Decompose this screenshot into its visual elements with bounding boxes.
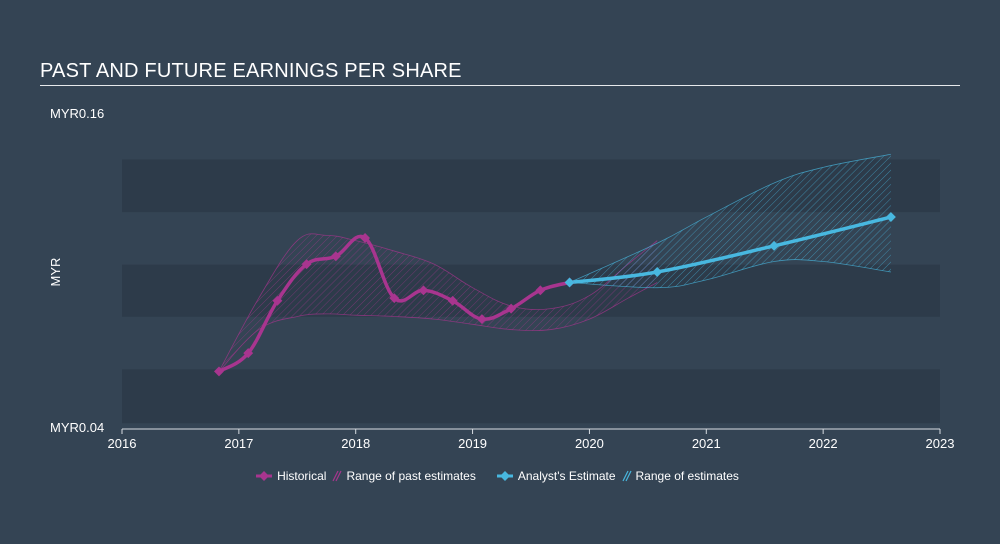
y-axis-title: MYR — [48, 258, 63, 287]
past-range-lower-edge — [218, 282, 658, 372]
legend-analyst[interactable]: Analyst's Estimate — [496, 469, 616, 483]
x-axis-tick-label: 2023 — [926, 436, 955, 451]
legend-past-range-label: Range of past estimates — [346, 469, 476, 483]
x-axis-tick-label: 2018 — [341, 436, 370, 451]
y-axis-bottom-label: MYR0.04 — [50, 420, 104, 435]
analyst-estimate-point — [652, 267, 663, 277]
x-axis-tick-label: 2017 — [224, 436, 253, 451]
historical-point — [272, 295, 283, 306]
legend-future-range[interactable]: Range of estimates — [621, 469, 739, 483]
background-band-0 — [122, 369, 940, 424]
analyst-estimate-point — [769, 240, 780, 251]
legend-historical-label: Historical — [277, 469, 327, 483]
historical-point — [243, 348, 254, 359]
historical-point — [535, 285, 546, 296]
future-estimate-range-area — [569, 154, 891, 288]
past-range-hatch-icon — [332, 470, 342, 482]
analyst-estimate-line — [567, 215, 893, 285]
historical-point — [389, 293, 400, 304]
x-axis-tick-label: 2020 — [575, 436, 604, 451]
x-axis-tick-label: 2019 — [458, 436, 487, 451]
historical-point — [214, 366, 224, 377]
historical-point — [506, 303, 517, 314]
legend-future-range-label: Range of estimates — [635, 469, 739, 483]
historical-point — [301, 259, 312, 270]
legend-historical[interactable]: Historical — [255, 469, 326, 483]
past-range-upper-edge — [218, 233, 658, 372]
y-axis-top-label: MYR0.16 — [50, 106, 104, 121]
historical-point — [330, 251, 341, 262]
x-axis-tick-label: 2016 — [108, 436, 137, 451]
analyst-estimate-point — [564, 277, 575, 288]
title-divider — [40, 85, 960, 86]
historical-point — [447, 295, 458, 306]
historical-point — [418, 285, 429, 296]
chart-title: PAST AND FUTURE EARNINGS PER SHARE — [40, 60, 462, 82]
legend-analyst-label: Analyst's Estimate — [517, 469, 616, 483]
future-range-hatch-icon — [621, 470, 632, 482]
past-estimate-range-area — [218, 233, 658, 372]
historical-marker-icon — [256, 471, 273, 481]
x-axis-tick-label: 2021 — [692, 436, 721, 451]
analyst-estimate-point — [885, 212, 896, 222]
historical-point — [476, 314, 487, 325]
future-range-lower-edge — [569, 259, 891, 289]
chart-legend: Historical Range of past estimates Analy… — [0, 469, 1000, 483]
legend-past-range[interactable]: Range of past estimates — [332, 469, 476, 483]
future-range-upper-edge — [569, 153, 891, 283]
analyst-marker-icon — [496, 471, 513, 481]
x-axis-tick-label: 2022 — [809, 436, 838, 451]
historical-point — [360, 233, 371, 243]
